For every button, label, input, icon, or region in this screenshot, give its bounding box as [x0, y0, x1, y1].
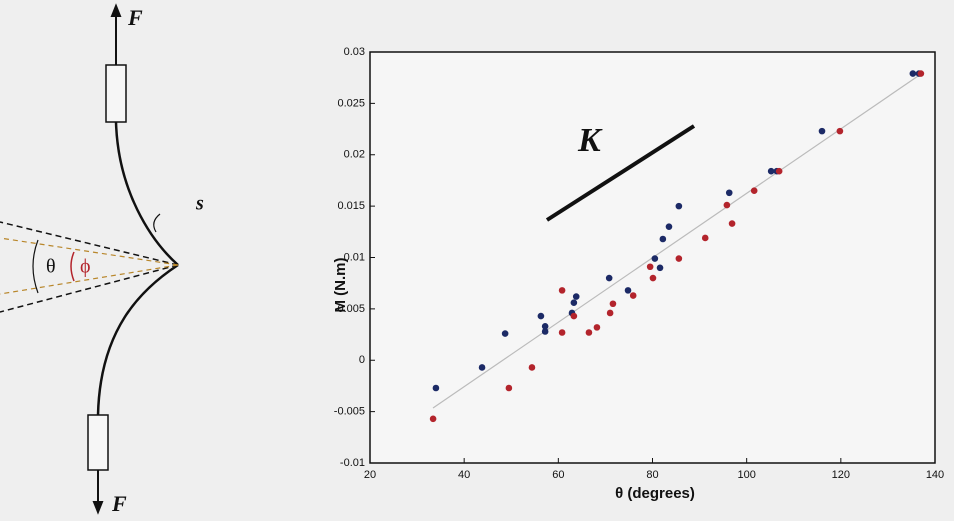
- point: [775, 167, 783, 175]
- y-tick-label: -0.01: [340, 457, 365, 469]
- point: [570, 299, 578, 307]
- x-tick-label: 140: [926, 469, 944, 481]
- theta-label: θ: [46, 256, 56, 278]
- point: [646, 263, 654, 271]
- point: [432, 384, 440, 392]
- point: [593, 324, 601, 331]
- point: [728, 220, 736, 227]
- dashed-line: [0, 264, 179, 295]
- dashed-line: [0, 237, 179, 266]
- x-axis-label: θ (degrees): [615, 485, 695, 502]
- force-label: F: [127, 5, 143, 30]
- bottom-arrow: [92, 501, 104, 515]
- point: [541, 328, 549, 335]
- ribbon-diagram: [0, 3, 179, 515]
- point: [505, 384, 513, 392]
- point: [585, 329, 593, 336]
- y-tick-label: 0: [359, 354, 365, 366]
- x-tick-label: 40: [458, 469, 470, 481]
- y-tick-label: 0.005: [337, 303, 365, 315]
- point: [606, 309, 614, 317]
- x-tick-label: 60: [552, 469, 564, 481]
- dashed-line: [0, 264, 179, 313]
- point: [609, 300, 617, 308]
- point: [528, 364, 536, 371]
- point: [570, 312, 578, 320]
- point: [659, 235, 667, 243]
- s-arrow: [153, 213, 161, 233]
- theta-arc: [32, 239, 39, 294]
- arc-label: s: [195, 193, 204, 215]
- point: [478, 364, 486, 371]
- y-tick-label: 0.01: [344, 251, 365, 263]
- x-tick-label: 100: [737, 469, 755, 481]
- point: [537, 312, 545, 320]
- upper-strip: [114, 121, 179, 266]
- point: [909, 70, 917, 77]
- point: [917, 70, 925, 77]
- point: [651, 255, 659, 262]
- y-tick-label: 0.015: [337, 200, 365, 212]
- bottom-clamp: [87, 414, 109, 471]
- point: [429, 415, 437, 423]
- point: [836, 127, 844, 135]
- dashed-line: [0, 221, 179, 266]
- point: [558, 287, 566, 294]
- point: [701, 234, 709, 242]
- slope-label: K: [577, 122, 603, 159]
- y-tick-label: -0.005: [334, 406, 365, 418]
- point: [723, 201, 731, 209]
- force-label: F: [111, 491, 127, 516]
- y-tick-label: 0.02: [344, 149, 365, 161]
- point: [656, 264, 664, 272]
- top-arrow: [110, 3, 122, 17]
- top-clamp: [105, 64, 127, 123]
- point: [675, 255, 683, 262]
- point: [624, 287, 632, 294]
- point: [665, 223, 673, 230]
- x-tick-label: 80: [646, 469, 658, 481]
- lower-strip: [96, 263, 179, 416]
- point: [605, 274, 613, 282]
- point: [725, 189, 733, 197]
- y-tick-label: 0.03: [344, 46, 365, 58]
- phi-arc: [70, 251, 75, 282]
- phi-label: ϕ: [80, 256, 91, 278]
- point: [572, 293, 580, 300]
- point: [818, 127, 826, 135]
- x-tick-label: 20: [364, 469, 376, 481]
- point: [767, 167, 775, 175]
- point: [675, 202, 683, 210]
- point: [541, 323, 549, 330]
- point: [501, 330, 509, 337]
- point: [750, 187, 758, 195]
- y-axis-label: M (N.m): [332, 258, 349, 313]
- x-tick-label: 120: [832, 469, 850, 481]
- point: [558, 329, 566, 336]
- y-tick-label: 0.025: [337, 97, 365, 109]
- point: [629, 292, 637, 299]
- point: [649, 274, 657, 282]
- slope-line: [545, 124, 696, 222]
